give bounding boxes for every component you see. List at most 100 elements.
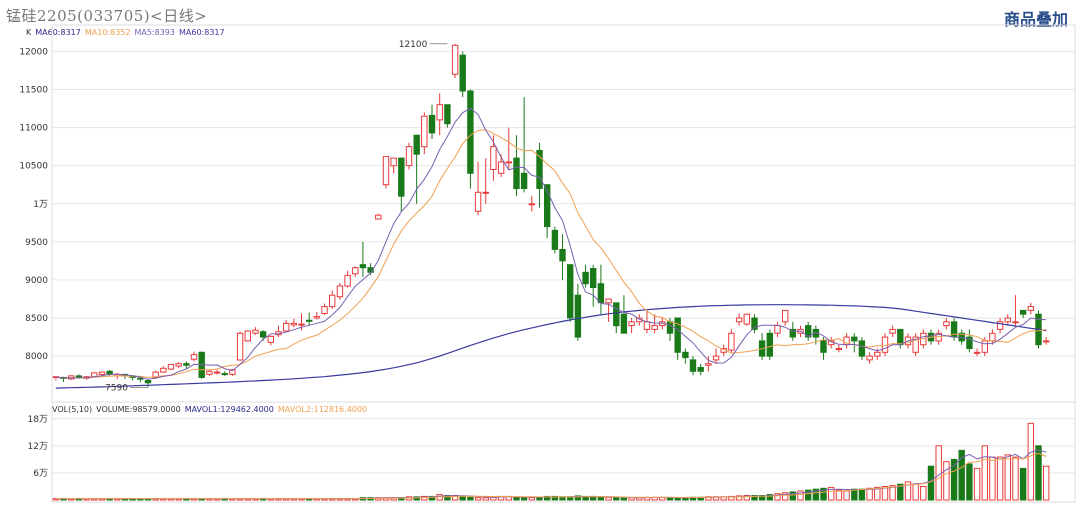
price-tick-label: 8500 xyxy=(25,314,48,324)
volume-bar xyxy=(1012,456,1019,501)
candle-body xyxy=(628,321,635,327)
volume-bar xyxy=(797,490,804,501)
candle-body xyxy=(774,325,781,334)
volume-bar xyxy=(1043,465,1050,501)
candle-body xyxy=(474,191,482,212)
candle-body xyxy=(329,294,336,308)
candle-body xyxy=(682,351,689,359)
candle-body xyxy=(613,302,620,327)
candle-body xyxy=(751,317,758,330)
candle-body xyxy=(651,325,658,330)
candle-body xyxy=(743,313,750,325)
volume-bar xyxy=(513,496,520,501)
candle-body xyxy=(344,274,351,287)
candle-body xyxy=(697,367,704,372)
candle-body xyxy=(513,157,520,190)
candle-body xyxy=(382,156,390,186)
volume-bar xyxy=(881,486,889,501)
low-price-label: 7590 xyxy=(105,383,128,393)
ma60-line xyxy=(55,304,1047,389)
candle-body xyxy=(866,355,873,361)
volume-bar xyxy=(950,458,958,501)
volume-panel-frame xyxy=(51,401,1076,503)
volume-bar xyxy=(973,467,981,501)
candle-body xyxy=(835,348,843,350)
price-legend: K MA60:8317 MA10:8352 MA5:8393 MA60:8317 xyxy=(26,28,229,37)
candle-body xyxy=(290,322,298,326)
volume-tick-label: 18万 xyxy=(28,415,48,425)
candle-body xyxy=(229,369,236,375)
candle-body xyxy=(1019,309,1027,315)
volume-bar xyxy=(620,497,628,501)
candle-body xyxy=(643,321,651,330)
candle-body xyxy=(221,373,228,376)
candle-body xyxy=(851,336,858,342)
volume-bar xyxy=(897,483,904,501)
volume-bar xyxy=(520,497,528,501)
volume-bar xyxy=(482,497,490,501)
candle-body xyxy=(421,115,428,148)
volume-bar xyxy=(989,456,996,501)
candle-body xyxy=(497,161,505,174)
candle-body xyxy=(1027,306,1034,311)
volume-legend-item-1: VOLUME:98579.0000 xyxy=(96,405,181,414)
candle-body xyxy=(405,146,413,167)
candle-body xyxy=(160,367,167,373)
volume-bar xyxy=(935,445,942,501)
volume-bar xyxy=(889,485,896,501)
price-tick-label: 10500 xyxy=(19,162,48,172)
candle-body xyxy=(98,371,106,375)
volume-bar xyxy=(866,487,873,501)
candle-body xyxy=(520,172,528,190)
candle-body xyxy=(989,332,996,342)
candle-body xyxy=(359,264,367,269)
volume-bar xyxy=(421,495,428,501)
candle-body xyxy=(590,268,597,288)
overlay-commodity-button[interactable]: 商品叠加 xyxy=(1003,10,1068,29)
candle-body xyxy=(674,317,681,353)
volume-bar xyxy=(996,456,1004,501)
candle-body xyxy=(536,149,543,189)
volume-bar xyxy=(1027,422,1034,501)
candle-body xyxy=(782,309,789,323)
volume-tick-label: 12万 xyxy=(28,442,48,452)
volume-bar xyxy=(966,463,973,501)
candle-body xyxy=(712,355,720,361)
candle-body xyxy=(336,285,344,298)
price-legend-item-3: MA5:8393 xyxy=(134,28,175,37)
high-price-label: 12100 xyxy=(399,40,428,50)
candle-body xyxy=(252,329,259,334)
price-tick-label: 12000 xyxy=(19,47,48,57)
volume-bar xyxy=(958,449,965,501)
volume-bar xyxy=(943,461,950,501)
candle-body xyxy=(390,157,397,167)
candle-body xyxy=(574,294,582,338)
candle-body xyxy=(620,313,628,334)
candle-body xyxy=(1012,321,1019,324)
volume-bar xyxy=(789,491,796,501)
volume-bar xyxy=(820,487,827,501)
volume-bar xyxy=(1035,445,1042,501)
candle-body xyxy=(490,146,497,171)
candle-body xyxy=(966,336,973,350)
candle-body xyxy=(567,264,574,319)
volume-bar xyxy=(743,495,750,501)
volume-legend: VOL(5,10) VOLUME:98579.0000 MAVOL1:129462.… xyxy=(52,405,371,414)
candle-body xyxy=(597,283,605,304)
candle-body xyxy=(789,328,796,338)
candle-body xyxy=(175,363,182,367)
mavol2-line xyxy=(55,452,1047,500)
candle-body xyxy=(689,359,697,372)
candle-body xyxy=(605,298,612,304)
candle-body xyxy=(283,322,290,332)
volume-bar xyxy=(735,495,743,501)
price-legend-item-1: MA60:8317 xyxy=(35,28,81,37)
candle-body xyxy=(137,377,144,380)
candle-body xyxy=(728,332,735,351)
price-legend-item-0: K xyxy=(26,28,32,37)
price-tick-label: 8000 xyxy=(25,352,48,362)
volume-bar xyxy=(858,488,866,501)
volume-tick-label: 6万 xyxy=(33,469,48,479)
volume-bar xyxy=(912,483,919,501)
